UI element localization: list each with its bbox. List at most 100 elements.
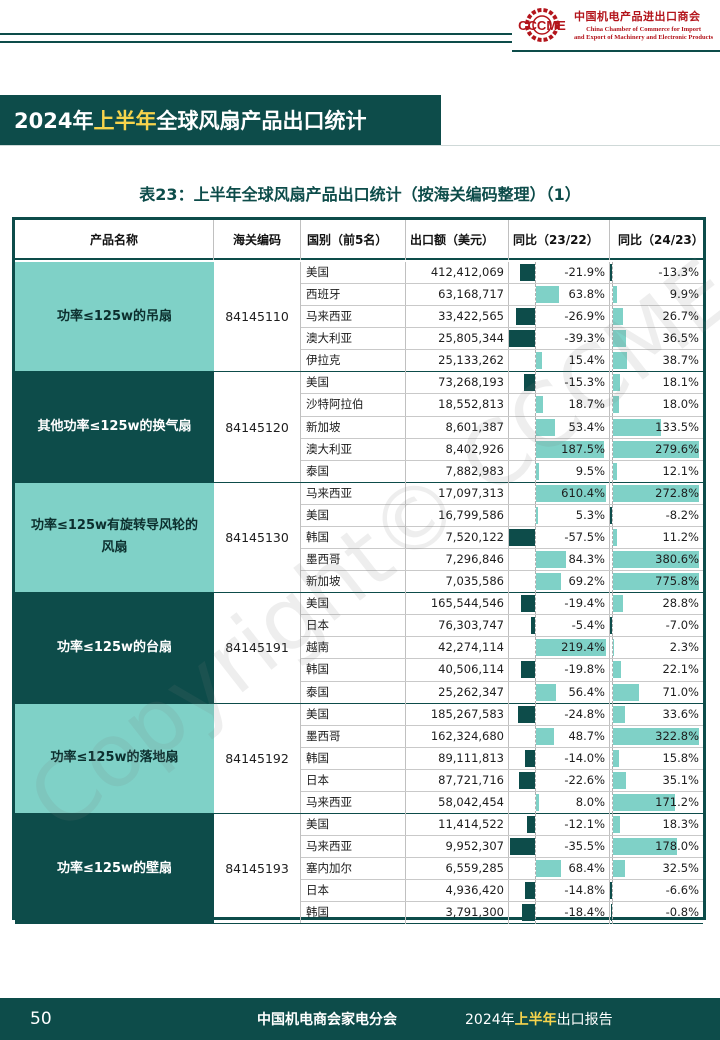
- country-cell: 澳大利亚: [301, 328, 406, 350]
- bar-axis: [535, 747, 536, 769]
- table-row: 韩国 89,111,813 -14.0% 15.8%: [301, 747, 703, 770]
- yoy-bar: [536, 484, 606, 502]
- yoy-percent: 775.8%: [655, 574, 699, 589]
- yoy-bar: [521, 661, 535, 679]
- country-cell: 墨西哥: [301, 549, 406, 571]
- yoy-percent: -21.9%: [564, 265, 605, 279]
- table-row: 澳大利亚 25,805,344 -39.3% 36.5%: [301, 328, 703, 351]
- bar-axis: [535, 725, 536, 747]
- yoy-23-22-cell: -14.0%: [509, 747, 610, 769]
- yoy-bar: [613, 838, 678, 856]
- yoy-bar: [613, 286, 617, 304]
- yoy-percent: -19.4%: [564, 596, 605, 611]
- table-row: 塞内加尔 6,559,285 68.4% 32.5%: [301, 858, 703, 881]
- yoy-bar: [519, 771, 535, 789]
- yoy-bar: [613, 749, 619, 767]
- country-cell: 墨西哥: [301, 725, 406, 747]
- yoy-24-23-cell: 12.1%: [610, 460, 703, 483]
- table-row: 日本 4,936,420 -14.8% -6.6%: [301, 880, 703, 903]
- yoy-23-22-cell: -15.3%: [509, 372, 610, 394]
- bar-axis: [612, 350, 613, 373]
- yoy-percent: 279.6%: [655, 441, 699, 456]
- bar-axis: [612, 725, 613, 747]
- yoy-24-23-cell: -8.2%: [610, 504, 703, 526]
- yoy-23-22-cell: -57.5%: [509, 526, 610, 549]
- product-group: 功率≤125w的台扇 84145191 美国 165,544,546 -19.4% 28.…: [15, 593, 703, 704]
- yoy-bar: [536, 860, 561, 878]
- table-row: 美国 73,268,193 -15.3% 18.1%: [301, 372, 703, 395]
- footer-org: 中国机电商会家电分会: [257, 1012, 397, 1028]
- table-row: 美国 412,412,069 -21.9% -13.3%: [301, 262, 703, 285]
- yoy-24-23-cell: 15.8%: [610, 747, 703, 769]
- yoy-bar: [610, 264, 612, 281]
- yoy-percent: 219.4%: [561, 640, 605, 655]
- yoy-bar: [613, 727, 699, 745]
- yoy-percent: 32.5%: [662, 861, 699, 876]
- yoy-bar: [613, 462, 618, 480]
- table-row: 马来西亚 17,097,313 610.4% 272.8%: [301, 482, 703, 505]
- yoy-percent: 33.6%: [662, 706, 699, 721]
- yoy-bar: [509, 330, 535, 348]
- yoy-bar: [536, 440, 604, 458]
- yoy-percent: -5.4%: [571, 618, 605, 633]
- bar-axis: [535, 504, 536, 526]
- yoy-bar: [524, 882, 535, 900]
- bar-axis: [612, 659, 613, 681]
- amount-cell: 8,402,926: [406, 438, 509, 460]
- amount-cell: 25,805,344: [406, 328, 509, 350]
- yoy-bar: [510, 838, 535, 856]
- amount-cell: 73,268,193: [406, 372, 509, 394]
- bar-axis: [612, 526, 613, 549]
- yoy-bar: [531, 617, 535, 635]
- yoy-23-22-cell: -24.8%: [509, 703, 610, 725]
- yoy-bar: [522, 904, 535, 922]
- yoy-24-23-cell: -13.3%: [610, 262, 703, 284]
- header-product-name: 产品名称: [15, 220, 214, 260]
- country-cell: 西班牙: [301, 284, 406, 306]
- bar-axis: [612, 593, 613, 615]
- yoy-bar: [611, 904, 612, 922]
- header-yoy-23-22: 同比（23/22）: [509, 220, 610, 260]
- amount-cell: 33,422,565: [406, 306, 509, 328]
- yoy-bar: [610, 882, 612, 900]
- page-title-rest: 全球风扇产品出口统计: [156, 109, 367, 133]
- bar-axis: [535, 637, 536, 659]
- table-row: 韩国 40,506,114 -19.8% 22.1%: [301, 659, 703, 682]
- yoy-bar: [536, 727, 554, 745]
- yoy-percent: 8.0%: [575, 794, 605, 809]
- yoy-23-22-cell: -22.6%: [509, 769, 610, 791]
- yoy-bar: [613, 793, 675, 811]
- cccme-logo: CCCME 中国机电产品进出口商会 China Chamber of Comme…: [512, 0, 720, 52]
- yoy-percent: 272.8%: [655, 485, 699, 500]
- bar-axis: [535, 593, 536, 615]
- bar-axis: [612, 306, 613, 328]
- yoy-percent: 22.1%: [662, 662, 699, 677]
- amount-cell: 412,412,069: [406, 262, 509, 284]
- footer-report-title: 2024年上半年出口报告: [465, 1009, 613, 1029]
- yoy-bar: [536, 286, 559, 304]
- table-row: 澳大利亚 8,402,926 187.5% 279.6%: [301, 438, 703, 461]
- bar-axis: [535, 262, 536, 284]
- yoy-bar: [613, 308, 623, 326]
- yoy-bar: [610, 617, 612, 635]
- amount-cell: 7,520,122: [406, 526, 509, 549]
- yoy-23-22-cell: -35.5%: [509, 836, 610, 858]
- bar-axis: [535, 571, 536, 594]
- table-row: 新加坡 8,601,387 53.4% 133.5%: [301, 416, 703, 439]
- country-cell: 美国: [301, 703, 406, 725]
- yoy-bar: [613, 860, 625, 878]
- logo-name-cn: 中国机电产品进出口商会: [574, 10, 701, 23]
- header-rule-bottom: [0, 41, 512, 43]
- yoy-24-23-cell: 11.2%: [610, 526, 703, 549]
- bar-axis: [612, 504, 613, 526]
- amount-cell: 17,097,313: [406, 482, 509, 504]
- table-header: 产品名称 海关编码 国别（前5名） 出口额（美元） 同比（23/22） 同比（2…: [15, 220, 704, 260]
- yoy-percent: 187.5%: [561, 441, 605, 456]
- yoy-percent: -57.5%: [564, 529, 605, 544]
- yoy-24-23-cell: 133.5%: [610, 416, 703, 438]
- yoy-24-23-cell: 18.3%: [610, 814, 703, 836]
- bar-axis: [612, 747, 613, 769]
- yoy-23-22-cell: 69.2%: [509, 571, 610, 594]
- bar-axis: [535, 284, 536, 306]
- yoy-bar: [613, 661, 621, 679]
